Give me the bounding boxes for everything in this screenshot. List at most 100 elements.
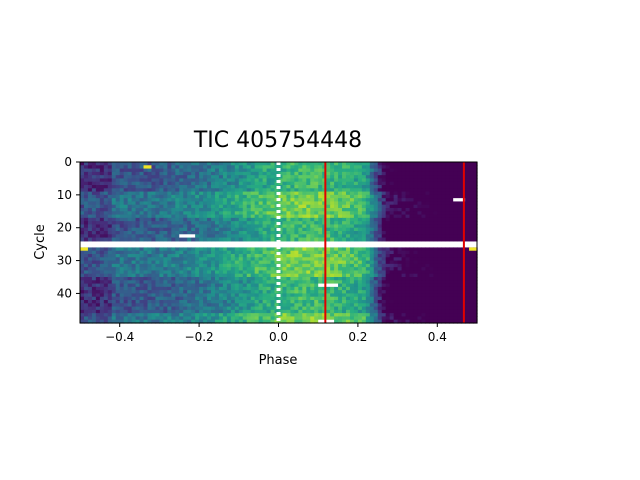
heatmap-cell	[103, 257, 109, 262]
heatmap-cell	[234, 217, 240, 222]
heatmap-cell	[95, 194, 101, 199]
heatmap-cell	[401, 260, 407, 265]
heatmap-cell	[282, 201, 288, 206]
heatmap-cell	[254, 316, 260, 321]
heatmap-cell	[211, 221, 216, 226]
heatmap-cell	[338, 194, 343, 199]
heatmap-cell	[175, 204, 180, 209]
heatmap-cell	[338, 227, 343, 232]
heatmap-cell	[433, 273, 438, 278]
heatmap-cell	[107, 171, 113, 176]
heatmap-cell	[330, 277, 335, 281]
heatmap-cell	[115, 204, 121, 209]
heatmap-cell	[234, 283, 240, 288]
heatmap-cell	[445, 181, 450, 186]
heatmap-cell	[139, 290, 145, 295]
heatmap-cell	[373, 198, 379, 203]
heatmap-cell	[139, 237, 145, 242]
heatmap-cell	[433, 175, 438, 180]
heatmap-cell	[135, 165, 141, 170]
heatmap-cell	[218, 270, 224, 275]
heatmap-cell	[115, 234, 121, 239]
heatmap-cell	[246, 178, 252, 183]
heatmap-cell	[262, 165, 268, 170]
heatmap-cell	[246, 300, 252, 304]
heatmap-cell	[397, 319, 403, 324]
heatmap-cell	[135, 290, 141, 295]
heatmap-cell	[207, 250, 212, 255]
heatmap-cell	[167, 221, 172, 226]
heatmap-cell	[167, 204, 172, 209]
heatmap-cell	[437, 201, 442, 206]
heatmap-cell	[270, 185, 276, 189]
heatmap-cell	[151, 178, 157, 183]
heatmap-cell	[222, 162, 228, 166]
heatmap-cell	[91, 165, 97, 170]
heatmap-cell	[365, 221, 371, 226]
heatmap-cell	[401, 267, 407, 272]
heatmap-cell	[139, 185, 145, 189]
heatmap-cell	[409, 224, 415, 229]
heatmap-cell	[361, 188, 367, 193]
heatmap-cell	[449, 290, 454, 295]
heatmap-cell	[131, 270, 137, 275]
heatmap-cell	[155, 185, 160, 189]
heatmap-cell	[179, 201, 184, 206]
heatmap-cell	[401, 165, 407, 170]
heatmap-cell	[369, 204, 375, 209]
heatmap-cell	[207, 309, 212, 314]
heatmap-cell	[131, 234, 137, 239]
heatmap-cell	[417, 254, 423, 258]
heatmap-cell	[203, 300, 208, 304]
heatmap-cell	[357, 181, 363, 186]
heatmap-cell	[449, 313, 454, 318]
heatmap-cell	[318, 254, 323, 258]
heatmap-cell	[393, 171, 399, 176]
heatmap-cell	[465, 247, 470, 252]
heatmap-cell	[262, 237, 268, 242]
heatmap-cell	[469, 194, 474, 199]
heatmap-cell	[417, 181, 423, 186]
heatmap-cell	[385, 260, 391, 265]
heatmap-cell	[123, 227, 129, 232]
heatmap-cell	[95, 260, 101, 265]
heatmap-cell	[147, 293, 153, 298]
heatmap-cell	[401, 227, 407, 232]
heatmap-cell	[306, 194, 311, 199]
heatmap-cell	[246, 237, 252, 242]
heatmap-cell	[103, 309, 109, 314]
heatmap-cell	[230, 217, 236, 222]
heatmap-cell	[437, 194, 442, 199]
heatmap-cell	[433, 296, 438, 301]
heatmap-cell	[377, 296, 383, 301]
heatmap-cell	[131, 181, 137, 186]
heatmap-cell	[345, 260, 351, 265]
heatmap-cell	[429, 217, 434, 222]
heatmap-cell	[234, 273, 240, 278]
heatmap-cell	[290, 188, 295, 193]
heatmap-cell	[353, 250, 359, 255]
heatmap-cell	[286, 178, 292, 183]
heatmap-cell	[214, 165, 220, 170]
heatmap-cell	[397, 191, 403, 196]
heatmap-cell	[314, 204, 319, 209]
heatmap-cell	[282, 191, 288, 196]
heatmap-cell	[127, 277, 133, 281]
heatmap-cell	[230, 211, 236, 216]
heatmap-cell	[413, 214, 419, 219]
heatmap-cell	[433, 198, 438, 203]
heatmap-cell	[151, 303, 157, 308]
heatmap-cell	[199, 257, 204, 262]
heatmap-cell	[294, 260, 299, 265]
heatmap-cell	[147, 296, 153, 301]
heatmap-cell	[226, 283, 232, 288]
heatmap-cell	[377, 254, 383, 258]
heatmap-cell	[111, 234, 117, 239]
heatmap-cell	[163, 208, 168, 212]
heatmap-cell	[127, 309, 133, 314]
heatmap-cell	[349, 234, 355, 239]
heatmap-cell	[405, 309, 411, 314]
heatmap-cell	[310, 214, 315, 219]
heatmap-cell	[342, 303, 347, 308]
heatmap-cell	[421, 175, 426, 180]
